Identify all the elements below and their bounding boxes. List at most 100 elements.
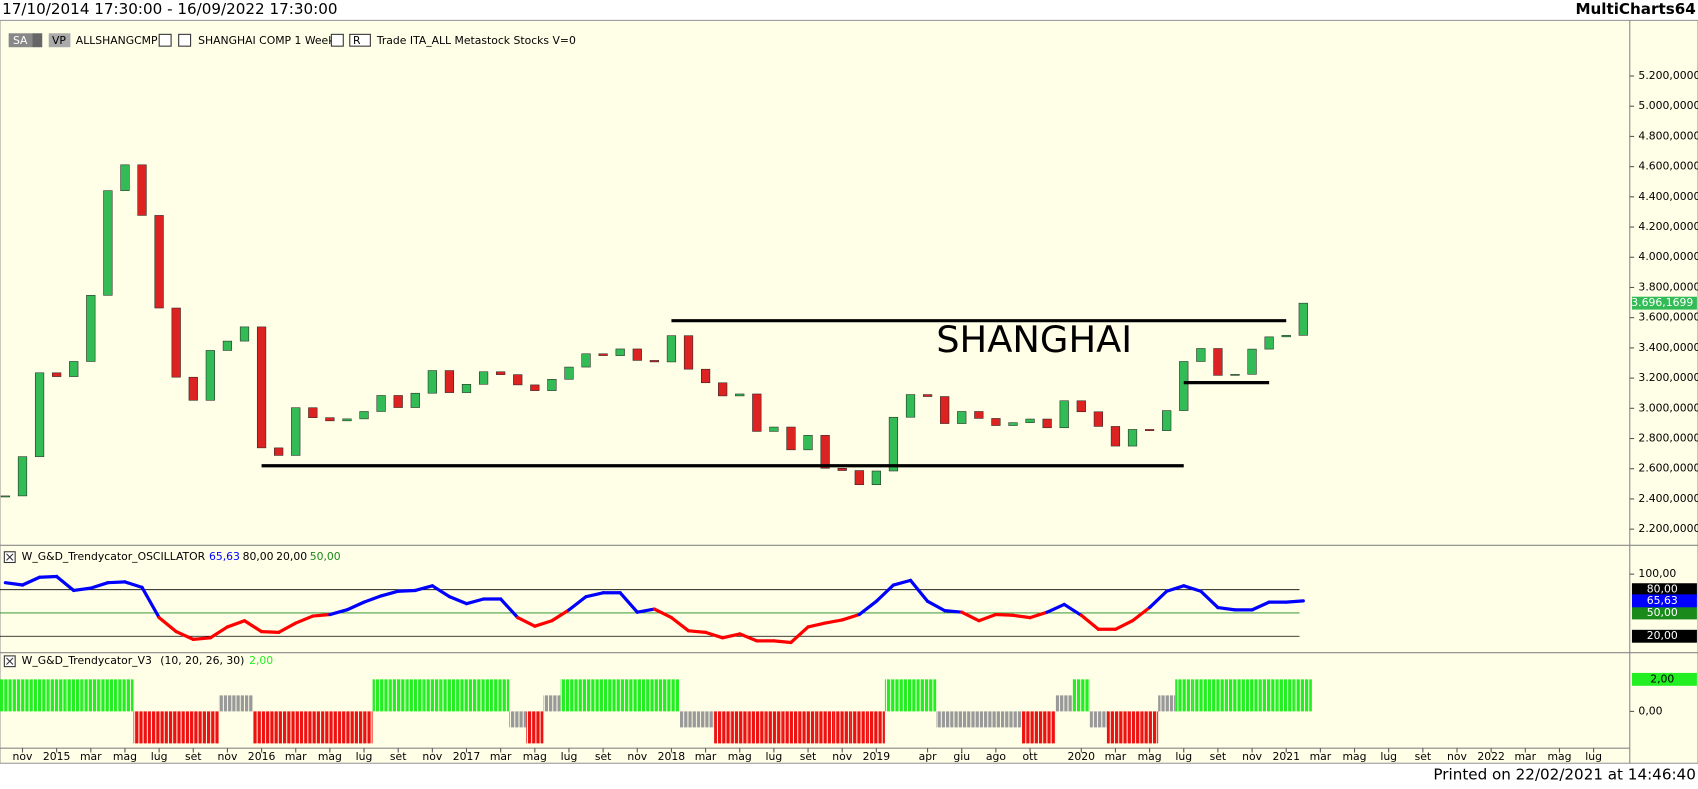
oscillator-segment xyxy=(635,607,656,614)
candle xyxy=(291,407,301,456)
x-tick-label: lug xyxy=(561,750,578,763)
x-tick-label: apr xyxy=(919,750,938,763)
level-label: 50,00 xyxy=(1647,606,1678,619)
oscillator-segment xyxy=(89,581,110,590)
trend-bar xyxy=(1038,711,1056,744)
x-tick-label: 2016 xyxy=(248,750,276,763)
trend-bar xyxy=(1158,695,1176,712)
candle xyxy=(171,307,181,378)
oscillator-segment xyxy=(123,580,144,589)
oscillator-segment xyxy=(430,584,452,599)
oscillator-segment xyxy=(721,632,742,640)
oscillator-segment xyxy=(208,625,230,640)
trend-bar xyxy=(184,711,202,744)
candle xyxy=(683,335,694,370)
x-tick-label: lug xyxy=(356,750,373,763)
candle xyxy=(666,335,677,363)
x-tick-label: mar xyxy=(695,750,717,763)
trend-bar xyxy=(253,711,271,744)
candle xyxy=(1162,410,1172,431)
x-tick-label: lug xyxy=(1380,750,1397,763)
sa-button[interactable] xyxy=(8,33,33,48)
oscillator-segment xyxy=(1216,605,1237,612)
candle xyxy=(974,411,984,419)
instrument-icon[interactable] xyxy=(178,33,192,47)
trend-bar xyxy=(560,679,578,712)
oscillator-segment xyxy=(140,585,161,620)
candle xyxy=(752,393,762,432)
candle xyxy=(991,418,1001,426)
candle xyxy=(888,416,899,472)
trend-bar xyxy=(594,679,612,712)
candle xyxy=(1025,418,1035,423)
sa-label: SA xyxy=(13,34,28,47)
trend-bar xyxy=(577,679,595,712)
instrument-dropdown[interactable] xyxy=(330,33,344,47)
trend-bar xyxy=(99,679,117,712)
oscillator-segment xyxy=(738,632,759,643)
last-price-label: 3.696,1699 xyxy=(1631,296,1693,309)
close-box[interactable] xyxy=(3,655,16,668)
oscillator-segment xyxy=(1199,589,1220,610)
symbol-dropdown[interactable] xyxy=(158,33,172,47)
candle xyxy=(461,384,472,393)
oscillator-segment xyxy=(891,578,913,587)
printed-on: Printed on 22/02/2021 at 14:46:40 xyxy=(1433,766,1695,784)
y-tick-label: 3.000,0000 xyxy=(1638,401,1698,414)
trend-bar xyxy=(1226,679,1244,712)
x-tick-label: nov xyxy=(1447,750,1467,763)
oscillator-segment xyxy=(464,597,486,606)
r-button[interactable] xyxy=(349,33,371,47)
r-label: R xyxy=(353,34,361,47)
oscillator-segment xyxy=(379,589,400,598)
level-label: 20,00 xyxy=(1647,629,1678,642)
x-tick-label: mag xyxy=(728,750,752,763)
trend-bar xyxy=(1260,679,1278,712)
x-tick-label: mar xyxy=(490,750,512,763)
trend-bar xyxy=(1004,711,1022,728)
candle xyxy=(410,392,420,408)
x-tick-label: mag xyxy=(523,750,547,763)
candle xyxy=(137,164,147,216)
trend-bar xyxy=(867,711,885,744)
x-tick-label: mar xyxy=(1310,750,1332,763)
trend-bar xyxy=(1209,679,1227,712)
x-tick-label: ott xyxy=(1023,750,1038,763)
trend-bar xyxy=(628,679,646,712)
trend-bar xyxy=(304,711,322,744)
oscillator-segment xyxy=(806,621,827,629)
candle xyxy=(820,435,830,469)
candle xyxy=(154,215,164,309)
trend-bar xyxy=(526,711,544,744)
app-name: MultiCharts64 xyxy=(1575,0,1695,18)
y-tick-label: 2.600,0000 xyxy=(1638,462,1698,475)
trend-bar xyxy=(1277,679,1295,712)
trend-bar xyxy=(833,711,851,744)
trend-bar xyxy=(1021,711,1039,744)
candle xyxy=(922,394,933,397)
oscillator-segment xyxy=(533,619,554,628)
sa-dropdown[interactable] xyxy=(32,33,43,48)
candle xyxy=(940,396,950,424)
indicator-value: 2,00 xyxy=(249,654,273,667)
oscillator-segment xyxy=(20,575,42,587)
oscillator-segment xyxy=(1062,602,1083,617)
trend-bar xyxy=(440,679,458,712)
x-tick-label: set xyxy=(800,750,817,763)
close-box[interactable] xyxy=(3,551,16,564)
trend-bar xyxy=(799,711,817,744)
vp-button[interactable] xyxy=(48,33,71,48)
candle xyxy=(735,393,745,397)
x-tick-label: nov xyxy=(13,750,33,763)
trend-bar xyxy=(372,679,390,712)
oscillator-segment xyxy=(1079,613,1100,631)
y-tick-label: 4.000,0000 xyxy=(1638,250,1698,263)
trend-bar xyxy=(1055,695,1073,712)
x-tick-label: 2017 xyxy=(453,750,481,763)
trend-bar xyxy=(0,679,14,712)
trend-bar xyxy=(82,679,100,712)
x-tick-label: giu xyxy=(953,750,970,763)
x-tick-label: ago xyxy=(986,750,1006,763)
x-tick-label: set xyxy=(185,750,202,763)
candle xyxy=(393,395,403,408)
